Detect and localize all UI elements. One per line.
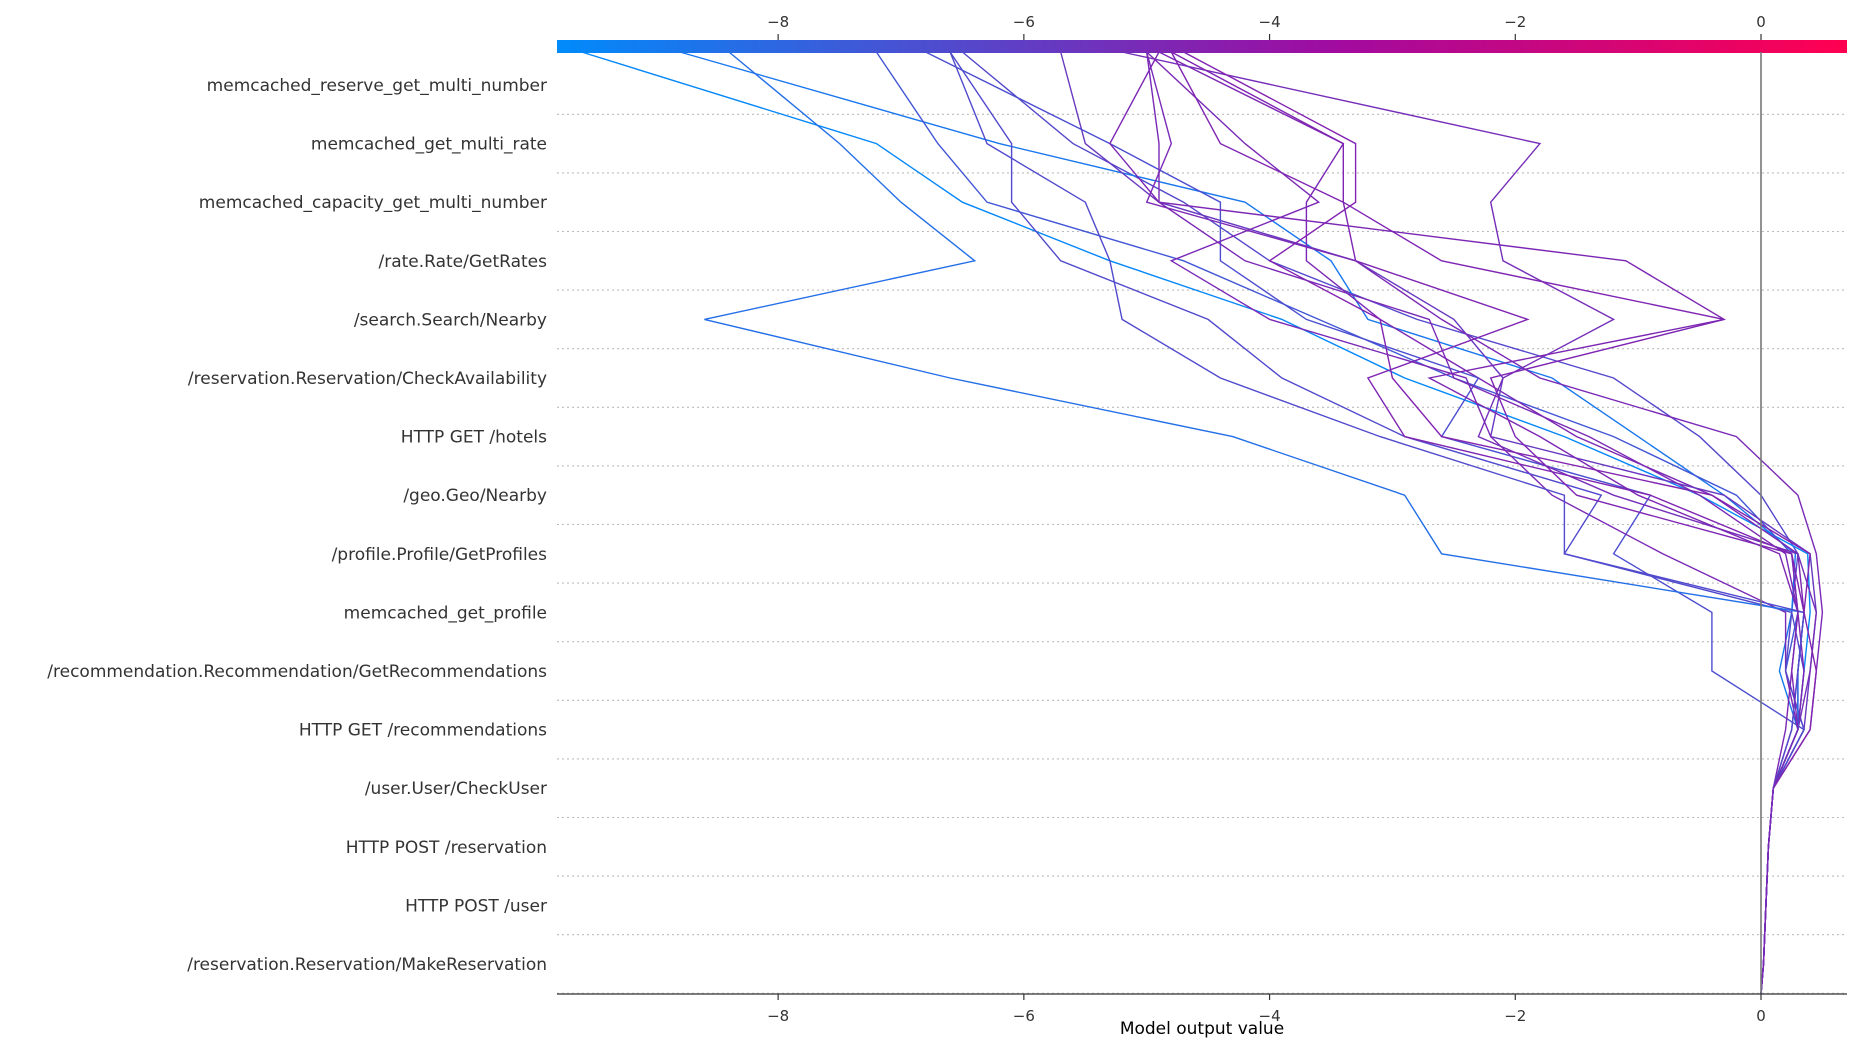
decision-path [1183,51,1818,995]
x-tick-label-top: −8 [767,13,789,31]
decision-path [679,51,1799,995]
x-tick-label-top: −6 [1013,13,1035,31]
x-tick-label: 0 [1756,1007,1766,1025]
feature-label: memcached_get_multi_rate [311,135,547,155]
feature-label: /user.User/CheckUser [365,779,547,799]
colorbar [557,40,1847,53]
feature-label: /recommendation.Recommendation/GetRecomm… [47,662,547,682]
x-tick-label: −6 [1013,1007,1035,1025]
feature-label: memcached_capacity_get_multi_number [199,193,547,213]
decision-path [1146,51,1799,995]
decision-path [1109,51,1799,995]
x-axis-title: Model output value [1120,1019,1284,1039]
decision-paths [581,51,1824,995]
feature-label: /geo.Geo/Nearby [403,486,547,506]
feature-label: HTTP POST /user [405,896,547,916]
feature-label: /profile.Profile/GetProfiles [332,545,548,565]
feature-labels: memcached_reserve_get_multi_numbermemcac… [47,76,547,975]
decision-path [704,51,1805,995]
decision-path [1158,51,1805,995]
decision-path [1170,51,1805,995]
colorbar-group [557,40,1847,53]
feature-label: HTTP GET /recommendations [299,721,547,741]
decision-path [949,51,1805,995]
feature-label: memcached_get_profile [344,603,547,623]
x-axes: −8 −8 −6 −6 −4 −4 −2 −2 0 0 [557,13,1847,1025]
decision-path [581,51,1811,995]
feature-label: HTTP GET /hotels [401,428,547,448]
feature-label: /rate.Rate/GetRates [378,252,547,272]
feature-label: /search.Search/Nearby [354,310,547,330]
x-tick-label-top: −2 [1504,13,1526,31]
x-tick-label-top: −4 [1259,13,1281,31]
x-tick-label-top: 0 [1756,13,1766,31]
decision-path [1145,51,1824,995]
x-tick-label: −2 [1504,1007,1526,1025]
decision-path [949,51,1805,995]
x-tick-label: −4 [1259,1007,1281,1025]
decision-path [1170,51,1805,995]
decision-path [925,51,1805,995]
x-tick-label: −8 [767,1007,789,1025]
gridlines [557,113,1847,994]
feature-label: HTTP POST /reservation [346,838,547,858]
feature-label: /reservation.Reservation/CheckAvailabili… [188,369,547,389]
decision-path [875,51,1805,995]
feature-label: memcached_reserve_get_multi_number [207,76,547,96]
feature-label: /reservation.Reservation/MakeReservation [187,955,547,975]
decision-path [1121,51,1818,995]
